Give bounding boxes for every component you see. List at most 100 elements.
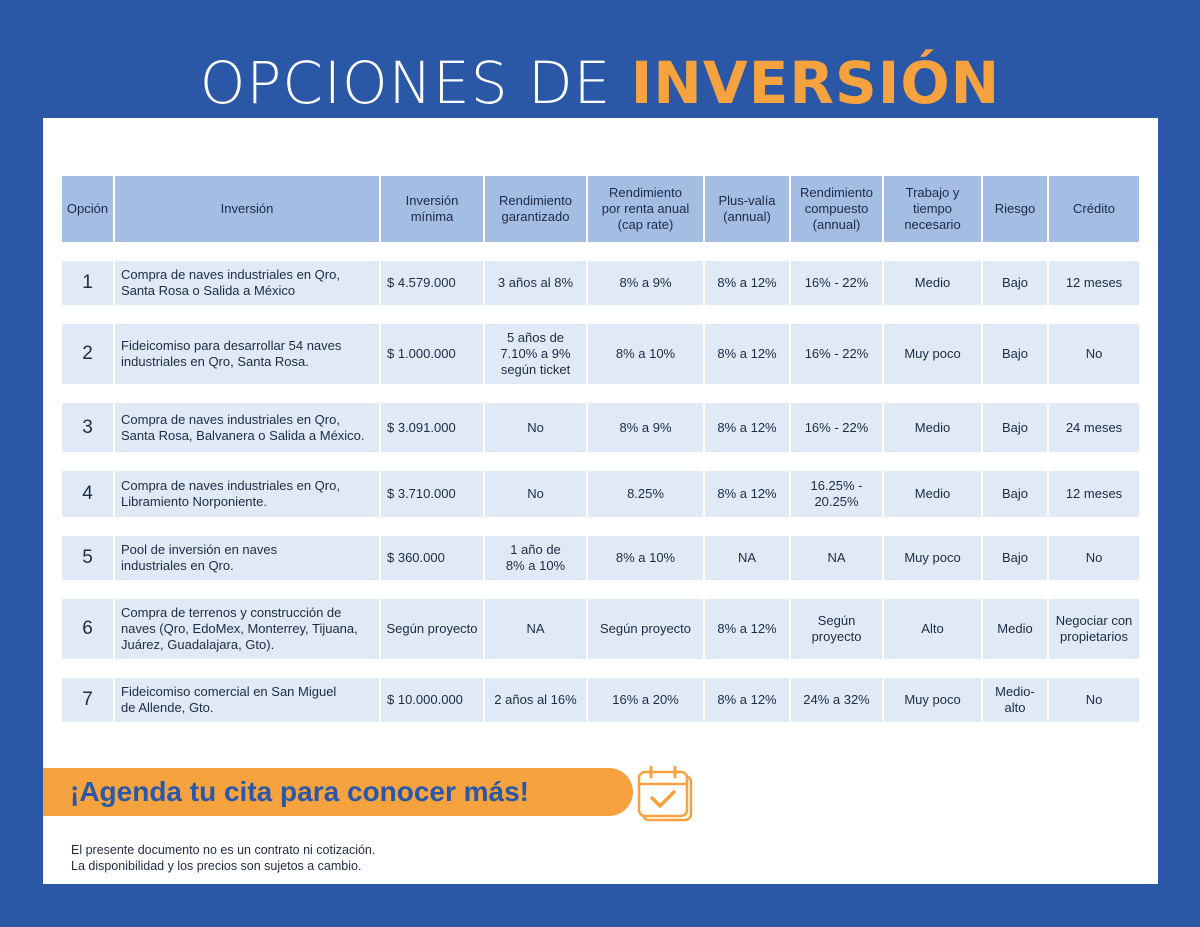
row-spacer <box>62 384 1139 403</box>
table-row: 3 Compra de naves industriales en Qro, San… <box>62 403 1139 452</box>
table-header-row: Opción Inversión Inversión mínima Rendimi… <box>62 176 1139 242</box>
credit: Negociar con propietarios <box>1049 599 1139 659</box>
work-required: Muy poco <box>884 536 981 580</box>
work-required: Muy poco <box>884 324 981 384</box>
table-row: 6 Compra de terrenos y construcción de nav… <box>62 599 1139 659</box>
capital-gain: 8% a 12% <box>705 599 789 659</box>
header-minima: Inversión mínima <box>381 176 483 242</box>
capital-gain: 8% a 12% <box>705 471 789 517</box>
disclaimer-line-2: La disponibilidad y los precios son suje… <box>71 859 362 873</box>
header-riesgo: Riesgo <box>983 176 1047 242</box>
row-spacer <box>62 659 1139 678</box>
row-spacer <box>62 517 1139 536</box>
option-number: 7 <box>62 678 113 722</box>
option-number: 6 <box>62 599 113 659</box>
credit: No <box>1049 678 1139 722</box>
header-plusvalia: Plus-valía (annual) <box>705 176 789 242</box>
minimum-investment: $ 4.579.000 <box>381 261 483 305</box>
option-number: 2 <box>62 324 113 384</box>
capital-gain: 8% a 12% <box>705 324 789 384</box>
risk: Bajo <box>983 324 1047 384</box>
disclaimer: El presente documento no es un contrato … <box>71 842 375 874</box>
compound-return: NA <box>791 536 882 580</box>
disclaimer-line-1: El presente documento no es un contrato … <box>71 843 376 857</box>
header-renta: Rendimiento por renta anual (cap rate) <box>588 176 703 242</box>
cap-rate: 8.25% <box>588 471 703 517</box>
compound-return: 16% - 22% <box>791 261 882 305</box>
minimum-investment: $ 360.000 <box>381 536 483 580</box>
table-row: 1 Compra de naves industriales en Qro, San… <box>62 261 1139 305</box>
title-highlight: INVERSIÓN <box>630 49 1001 117</box>
option-number: 5 <box>62 536 113 580</box>
capital-gain: 8% a 12% <box>705 261 789 305</box>
guaranteed-return: 3 años al 8% <box>485 261 586 305</box>
table-row: 2 Fideicomiso para desarrollar 54 naves in… <box>62 324 1139 384</box>
header-credito: Crédito <box>1049 176 1139 242</box>
option-number: 3 <box>62 403 113 452</box>
cap-rate: 8% a 9% <box>588 261 703 305</box>
investment-table: Opción Inversión Inversión mínima Rendimi… <box>60 176 1141 722</box>
risk: Bajo <box>983 261 1047 305</box>
work-required: Muy poco <box>884 678 981 722</box>
cap-rate: 8% a 10% <box>588 324 703 384</box>
risk: Medio-alto <box>983 678 1047 722</box>
guaranteed-return: 5 años de 7.10% a 9% según ticket <box>485 324 586 384</box>
page-title: OPCIONES DE INVERSIÓN <box>0 48 1200 118</box>
credit: 24 meses <box>1049 403 1139 452</box>
credit: No <box>1049 536 1139 580</box>
minimum-investment: $ 3.710.000 <box>381 471 483 517</box>
row-spacer <box>62 305 1139 324</box>
capital-gain: NA <box>705 536 789 580</box>
cap-rate: 8% a 9% <box>588 403 703 452</box>
minimum-investment: $ 1.000.000 <box>381 324 483 384</box>
cta-banner[interactable]: ¡Agenda tu cita para conocer más! <box>43 768 633 816</box>
risk: Bajo <box>983 536 1047 580</box>
cap-rate: Según proyecto <box>588 599 703 659</box>
guaranteed-return: 1 año de 8% a 10% <box>485 536 586 580</box>
cta-label[interactable]: ¡Agenda tu cita para conocer más! <box>70 776 530 807</box>
header-compuesto: Rendimiento compuesto (annual) <box>791 176 882 242</box>
table-row: 7 Fideicomiso comercial en San Miguel de A… <box>62 678 1139 722</box>
title-prefix: OPCIONES DE <box>199 49 612 117</box>
capital-gain: 8% a 12% <box>705 678 789 722</box>
cap-rate: 16% a 20% <box>588 678 703 722</box>
credit: No <box>1049 324 1139 384</box>
risk: Bajo <box>983 471 1047 517</box>
cap-rate: 8% a 10% <box>588 536 703 580</box>
work-required: Alto <box>884 599 981 659</box>
credit: 12 meses <box>1049 261 1139 305</box>
investment-description: Fideicomiso para desarrollar 54 naves ind… <box>115 324 379 384</box>
minimum-investment: $ 3.091.000 <box>381 403 483 452</box>
guaranteed-return: No <box>485 403 586 452</box>
calendar-check-icon <box>637 766 693 822</box>
investment-description: Compra de naves industriales en Qro, Sant… <box>115 403 379 452</box>
minimum-investment: $ 10.000.000 <box>381 678 483 722</box>
investment-description: Pool de inversión en naves industriales e… <box>115 536 379 580</box>
work-required: Medio <box>884 471 981 517</box>
header-inversion: Inversión <box>115 176 379 242</box>
header-garantizado: Rendimiento garantizado <box>485 176 586 242</box>
investment-description: Fideicomiso comercial en San Miguel de Al… <box>115 678 379 722</box>
option-number: 4 <box>62 471 113 517</box>
compound-return: 16% - 22% <box>791 324 882 384</box>
work-required: Medio <box>884 261 981 305</box>
row-spacer <box>62 452 1139 471</box>
guaranteed-return: No <box>485 471 586 517</box>
guaranteed-return: NA <box>485 599 586 659</box>
compound-return: 16% - 22% <box>791 403 882 452</box>
header-opcion: Opción <box>62 176 113 242</box>
table-row: 5 Pool de inversión en naves industriales … <box>62 536 1139 580</box>
guaranteed-return: 2 años al 16% <box>485 678 586 722</box>
content-card: Opción Inversión Inversión mínima Rendimi… <box>43 118 1158 884</box>
capital-gain: 8% a 12% <box>705 403 789 452</box>
work-required: Medio <box>884 403 981 452</box>
compound-return: Según proyecto <box>791 599 882 659</box>
header-trabajo: Trabajo y tiempo necesario <box>884 176 981 242</box>
minimum-investment: Según proyecto <box>381 599 483 659</box>
table-row: 4 Compra de naves industriales en Qro, Lib… <box>62 471 1139 517</box>
investment-description: Compra de naves industriales en Qro, Sant… <box>115 261 379 305</box>
row-spacer <box>62 242 1139 261</box>
investment-description: Compra de naves industriales en Qro, Libr… <box>115 471 379 517</box>
investment-description: Compra de terrenos y construcción de nave… <box>115 599 379 659</box>
credit: 12 meses <box>1049 471 1139 517</box>
